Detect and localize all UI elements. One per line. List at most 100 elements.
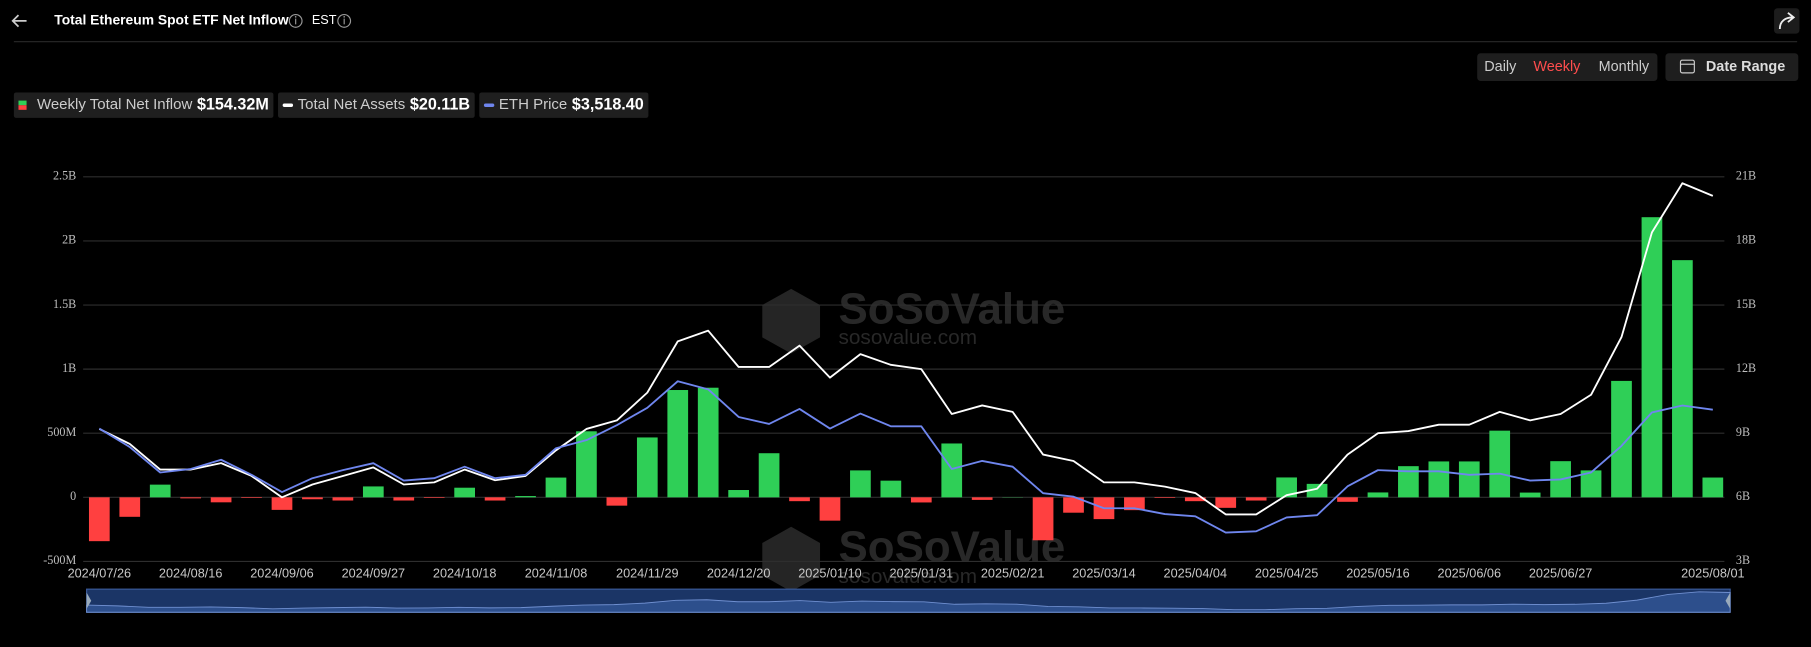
bar [149,484,171,498]
bar [180,497,202,499]
y-tick-label: -500M [43,553,76,567]
bar [484,497,506,501]
bar [1215,497,1237,508]
legend: Weekly Total Net Inflow $154.32M Total Net… [13,92,649,118]
bar [241,497,262,498]
bar [1337,497,1358,502]
legend-item: Weekly Total Net Inflow $154.32M [13,92,274,118]
x-tick-label: 2025/01/31 [890,566,953,580]
y2-tick-label: 3B [1736,553,1750,567]
period-option[interactable]: Daily [1484,59,1517,75]
bar [1489,430,1511,498]
bar [1641,217,1663,498]
legend-value: $154.32M [197,95,269,113]
bar [1519,492,1541,498]
legend-box [278,92,475,118]
bar [1184,497,1206,502]
navigator-handle [86,592,92,609]
period-toggle [1477,53,1658,81]
legend-box [479,92,649,118]
legend-item: Total Net Assets $20.11B [278,92,475,118]
x-tick-label: 2024/08/16 [159,566,223,580]
legend-item: ETH Price $3,518.40 [479,92,649,118]
bar [971,497,993,500]
bar [1154,497,1176,498]
y2-tick-label: 12B [1736,361,1756,375]
watermark-brand: SoSoValue [839,285,1066,334]
bar [850,470,871,498]
bar [88,497,110,542]
y-tick-label: 1.5B [53,297,76,311]
back-button[interactable] [11,14,27,28]
period-option-active[interactable]: Weekly [1533,59,1581,75]
y-tick-label: 2B [62,233,76,247]
bar [515,496,536,498]
line [98,182,1714,516]
x-tick-label: 2025/01/10 [798,566,862,580]
legend-label: Weekly Total Net Inflow [37,96,193,113]
plot-area: -500M 0 500M 1B 1.5B 2B 2.5B 3B 6B 9B 12B 15B 18B 21B… [43,169,1756,581]
x-tick-label: 2025/04/25 [1255,566,1319,580]
line [98,380,1713,534]
x-tick-label: 2025/06/06 [1438,566,1502,580]
bar [1458,461,1480,498]
info-icon[interactable] [337,13,352,28]
x-tick-label: 2024/11/29 [616,566,679,580]
bar [1124,497,1145,511]
bar [941,443,963,498]
bar [119,497,141,517]
bar [910,497,932,503]
bar [789,497,810,502]
bar [210,497,232,503]
bar [576,431,597,498]
info-icon[interactable] [288,13,303,28]
x-tick-label: 2025/02/21 [981,566,1045,580]
period-option[interactable]: Monthly [1599,59,1650,75]
watermark: SoSoValue sosovalue.com SoSoValue sosova… [762,285,1065,592]
y2-tick-label: 21B [1736,169,1756,183]
x-tick-label: 2024/12/20 [707,566,771,580]
x-tick-label: 2024/07/26 [68,566,132,580]
bar [1032,497,1054,541]
date-range-button[interactable]: Date Range [1665,53,1799,81]
bar [545,477,567,498]
bar [271,497,293,510]
y-tick-label: 500M [47,425,76,439]
bar [1428,461,1450,498]
bar [819,497,841,521]
date-range-label[interactable]: Date Range [1706,59,1785,75]
x-tick-label: 2025/08/01 [1681,566,1745,580]
navigator[interactable] [86,588,1731,613]
y2-tick-label: 15B [1736,297,1756,311]
bar [1245,497,1267,501]
bar [697,387,719,498]
x-tick-label: 2024/11/08 [525,566,588,580]
y-tick-label: 2.5B [53,169,76,183]
x-tick-label: 2025/04/04 [1164,566,1228,580]
y2-tick-label: 18B [1736,233,1756,247]
y2-tick-label: 6B [1736,489,1750,503]
y-tick-label: 1B [62,361,76,375]
bar [1702,477,1724,498]
legend-label: Total Net Assets [298,96,406,113]
legend-swatch [282,103,294,107]
legend-swatch [483,103,495,107]
bar [728,490,749,498]
bar [1063,497,1084,513]
x-tick-label: 2025/05/16 [1346,566,1410,580]
legend-value: $3,518.40 [572,95,644,113]
legend-value: $20.11B [410,95,470,113]
bar [667,390,689,498]
x-tick-label: 2024/09/27 [342,566,406,580]
bar [423,497,445,498]
share-button[interactable] [1774,8,1800,34]
watermark-brand: SoSoValue [839,522,1066,571]
bar [1398,466,1419,498]
watermark-site: sosovalue.com [839,565,978,588]
bar [454,487,475,498]
timezone[interactable]: EST [312,13,337,27]
x-tick-label: 2024/09/06 [250,566,314,580]
bar [362,486,384,498]
x-tick-label: 2025/03/14 [1072,566,1136,580]
